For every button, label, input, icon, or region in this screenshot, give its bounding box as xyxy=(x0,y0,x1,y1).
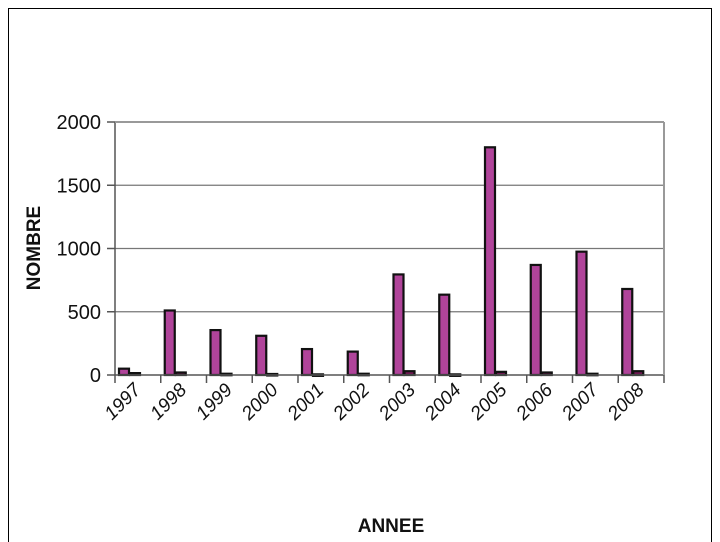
x-tick-label: 1997 xyxy=(101,379,147,425)
x-tick-label: 2001 xyxy=(283,380,328,425)
bar-2007-series-1 xyxy=(575,250,588,377)
y-axis-title: NOMBRE xyxy=(24,206,45,290)
x-tick-label: 2008 xyxy=(603,379,649,425)
x-axis-title: ANNEE xyxy=(358,516,425,537)
bar-2002-series-1 xyxy=(346,350,359,377)
x-tick-label: 2002 xyxy=(329,379,375,425)
bar-2003-series-1 xyxy=(392,273,405,377)
bar-1997-series-1 xyxy=(117,367,131,377)
x-tick-labels: 1997 1998 1999 2000 2001 2002 2003 2004 2005 2006… xyxy=(101,375,665,425)
bar-2006-series-1 xyxy=(529,263,542,377)
x-tick-label: 2003 xyxy=(374,379,420,425)
bars xyxy=(117,146,645,377)
bar-1999-series-1 xyxy=(209,328,222,377)
bar-2004-series-1 xyxy=(438,293,451,377)
y-tick-label: 500 xyxy=(68,302,101,324)
y-tick-label: 1500 xyxy=(57,175,102,197)
x-tick-label: 2004 xyxy=(420,380,465,425)
chart-frame xyxy=(8,8,712,542)
bar-2008-series-1 xyxy=(621,287,634,377)
x-tick-label: 2007 xyxy=(557,379,603,425)
bar-2001-series-1 xyxy=(300,347,314,377)
bar-2005-series-1 xyxy=(483,146,497,377)
x-tick-label: 1999 xyxy=(192,379,237,424)
y-tick-label: 1000 xyxy=(57,239,102,261)
x-tick-label: 2006 xyxy=(512,379,558,425)
bar-2000-series-1 xyxy=(255,334,268,377)
x-tick-label: 2005 xyxy=(466,379,512,425)
y-tick-label: 2000 xyxy=(57,112,102,134)
x-tick-label: 2000 xyxy=(237,379,283,425)
x-tick-label: 1998 xyxy=(146,379,191,424)
y-tick-label: 0 xyxy=(90,365,101,387)
bar-1998-series-1 xyxy=(163,309,176,377)
y-tick-labels: 0 500 1000 1500 2000 xyxy=(57,112,115,387)
